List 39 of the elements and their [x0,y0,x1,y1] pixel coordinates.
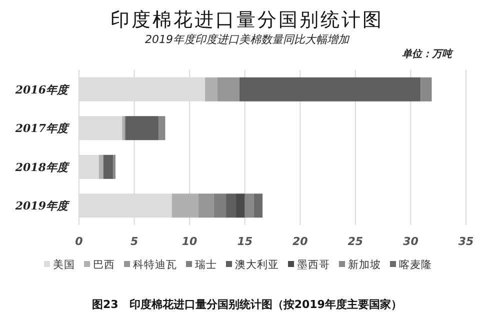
bar [198,194,214,218]
caption: 图23 印度棉花进口量分国别统计图（按2019年度主要国家） [92,298,402,311]
x-tick-label: 35 [458,235,474,248]
legend-label: 科特迪瓦 [133,258,177,271]
bar [236,194,245,218]
bar [125,116,159,140]
legend-label: 喀麦隆 [399,258,432,271]
x-tick-label: 0 [75,235,84,248]
legend-label: 澳大利亚 [235,258,279,271]
bar [226,194,236,218]
chart-title: 印度棉花进口量分国别统计图 [110,9,384,31]
y-tick-label: 2019年度 [14,200,70,213]
bar [205,77,218,102]
y-tick-label: 2016年度 [14,83,70,96]
bar [254,194,263,218]
y-tick-label: 2018年度 [14,160,70,174]
bar [214,194,226,218]
x-tick-label: 10 [182,235,198,248]
text: 单位：万吨 [402,48,454,60]
legend-label: 瑞士 [195,258,217,271]
chart-subtitle: 2019年度印度进口美棉数量同比大幅增加 [145,33,350,46]
bar [420,77,432,102]
x-tick-label: 30 [403,235,419,248]
bar [98,154,104,179]
bar [217,77,240,102]
bar [239,77,421,102]
bar [103,154,114,179]
bar [158,116,166,140]
legend-label: 美国 [53,258,75,271]
x-tick-label: 25 [348,235,364,248]
legend-label: 墨西哥 [297,259,330,271]
x-tick-label: 15 [237,235,253,248]
y-tick-label: 2017年度 [14,122,70,136]
legend-label: 新加坡 [348,258,381,271]
bar [244,194,254,218]
legend-label: 巴西 [93,259,115,271]
x-tick-label: 5 [130,235,138,248]
x-tick-label: 20 [292,235,308,248]
bar [172,194,198,218]
